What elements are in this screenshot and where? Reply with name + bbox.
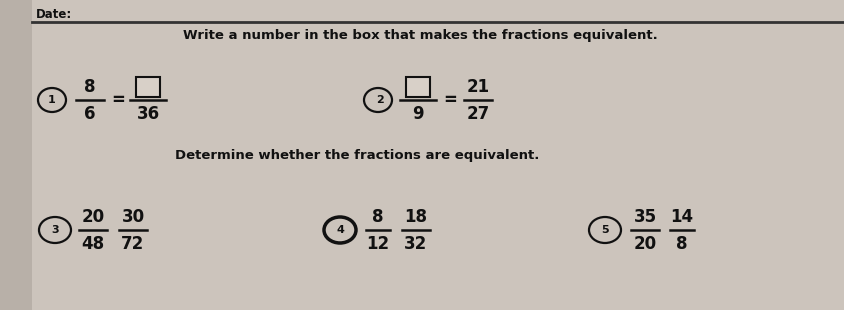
- Text: 8: 8: [84, 78, 95, 96]
- Text: 35: 35: [634, 208, 657, 226]
- Text: 3: 3: [51, 225, 59, 235]
- Text: 20: 20: [81, 208, 105, 226]
- Text: =: =: [443, 91, 457, 109]
- Bar: [0, 0, 32, 310]
- Text: 9: 9: [412, 105, 424, 123]
- Bar: [136, 77, 160, 97]
- Text: Determine whether the fractions are equivalent.: Determine whether the fractions are equi…: [175, 148, 539, 162]
- Text: 2: 2: [376, 95, 384, 105]
- Text: 1: 1: [48, 95, 56, 105]
- Text: 4: 4: [336, 225, 344, 235]
- Text: 30: 30: [122, 208, 144, 226]
- Text: Write a number in the box that makes the fractions equivalent.: Write a number in the box that makes the…: [182, 29, 657, 42]
- Text: 8: 8: [676, 235, 688, 253]
- Text: 21: 21: [467, 78, 490, 96]
- Text: 12: 12: [366, 235, 390, 253]
- Text: 72: 72: [122, 235, 144, 253]
- Text: 32: 32: [404, 235, 428, 253]
- Text: Date:: Date:: [36, 8, 73, 21]
- Text: 5: 5: [601, 225, 609, 235]
- Text: 8: 8: [372, 208, 384, 226]
- Text: 20: 20: [634, 235, 657, 253]
- Text: =: =: [111, 91, 125, 109]
- Bar: [406, 77, 430, 97]
- Text: 14: 14: [670, 208, 694, 226]
- Text: 36: 36: [137, 105, 160, 123]
- Text: 48: 48: [81, 235, 105, 253]
- Text: 6: 6: [84, 105, 95, 123]
- Text: 27: 27: [467, 105, 490, 123]
- Text: 18: 18: [404, 208, 428, 226]
